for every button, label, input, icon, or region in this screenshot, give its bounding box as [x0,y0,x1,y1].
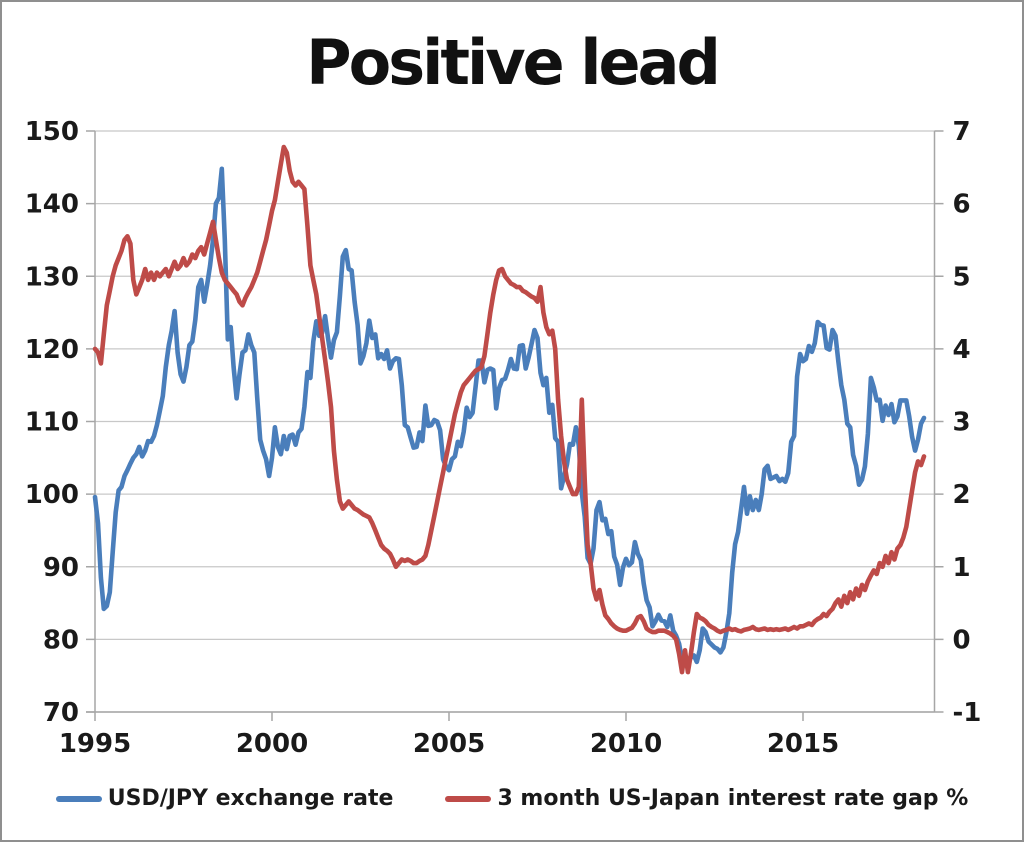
legend-label-gap: 3 month US-Japan interest rate gap % [497,786,969,811]
x-axis-label: 2005 [413,729,485,759]
right-axis-label: 4 [953,335,971,365]
right-axis-label: 5 [953,262,971,292]
left-axis-label: 90 [43,553,79,583]
left-axis-label: 150 [25,117,79,147]
left-axis-label: 70 [43,698,79,728]
right-axis-label: 6 [953,190,971,220]
left-axis-label: 100 [25,480,79,510]
right-axis-label: 2 [953,480,971,510]
x-axis-label: 2000 [236,729,308,759]
right-axis-label: 0 [953,625,971,655]
left-axis-label: 130 [25,262,79,292]
legend-item-gap: 3 month US-Japan interest rate gap % [445,786,968,811]
legend-swatch-usdjpy-icon [55,795,102,802]
x-axis-label: 1995 [59,729,131,759]
series-line-gap [92,144,927,675]
chart-title: Positive lead [306,26,721,99]
legend-label-usdjpy: USD/JPY exchange rate [107,786,394,811]
legend-swatch-gap-icon [445,795,492,802]
left-axis-label: 80 [43,625,79,655]
right-axis-label: -1 [953,698,982,728]
right-axis-label: 3 [953,408,971,438]
chart-canvas: 150 140 130 120 110 100 90 80 70 7 6 5 4 3 2 1 0 -1 1995 20… [25,117,982,759]
left-axis-label: 110 [25,408,79,438]
right-axis-label: 1 [953,553,971,583]
x-axis-label: 2015 [767,729,839,759]
legend-item-usdjpy: USD/JPY exchange rate [55,786,394,811]
chart-legend: USD/JPY exchange rate 3 month US-Japan i… [2,786,1022,811]
left-axis-label: 120 [25,335,79,365]
series-line-usdjpy [92,166,927,666]
x-axis-label: 2010 [590,729,662,759]
right-axis-label: 7 [953,117,971,147]
left-axis-label: 140 [25,190,79,220]
